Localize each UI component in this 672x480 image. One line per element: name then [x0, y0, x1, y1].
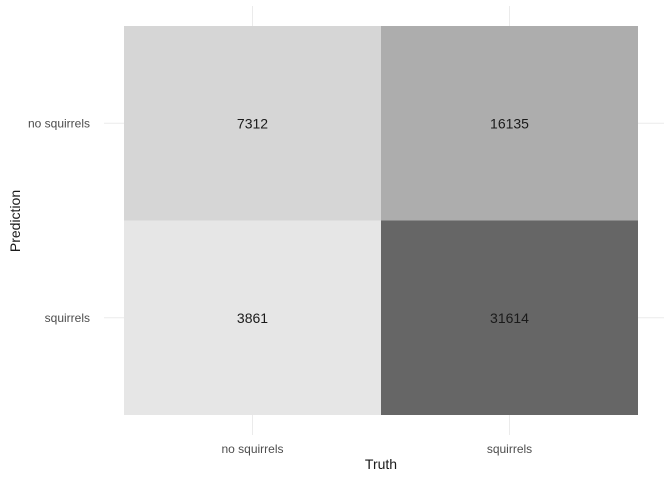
x-axis-ticks: no squirrels squirrels	[221, 442, 532, 456]
y-axis-title: Prediction	[7, 190, 23, 252]
cell-no-squirrels-vs-squirrels	[381, 26, 638, 221]
cell-value-squirrels-vs-squirrels: 31614	[490, 310, 529, 326]
heatmap-cells	[124, 26, 638, 415]
cell-value-labels: 7312 16135 3861 31614	[237, 115, 529, 326]
x-axis-title: Truth	[365, 456, 397, 472]
cell-value-squirrels-vs-no-squirrels: 3861	[237, 310, 268, 326]
cell-no-squirrels-vs-no-squirrels	[124, 26, 381, 221]
cell-value-no-squirrels-vs-squirrels: 16135	[490, 115, 529, 131]
cell-squirrels-vs-squirrels	[381, 220, 638, 415]
x-tick-label-no-squirrels: no squirrels	[221, 442, 283, 456]
x-tick-label-squirrels: squirrels	[487, 442, 532, 456]
cell-squirrels-vs-no-squirrels	[124, 220, 381, 415]
y-axis-ticks: no squirrels squirrels	[28, 116, 90, 325]
y-tick-label-no-squirrels: no squirrels	[28, 116, 90, 130]
cell-value-no-squirrels-vs-no-squirrels: 7312	[237, 115, 268, 131]
y-tick-label-squirrels: squirrels	[45, 311, 90, 325]
